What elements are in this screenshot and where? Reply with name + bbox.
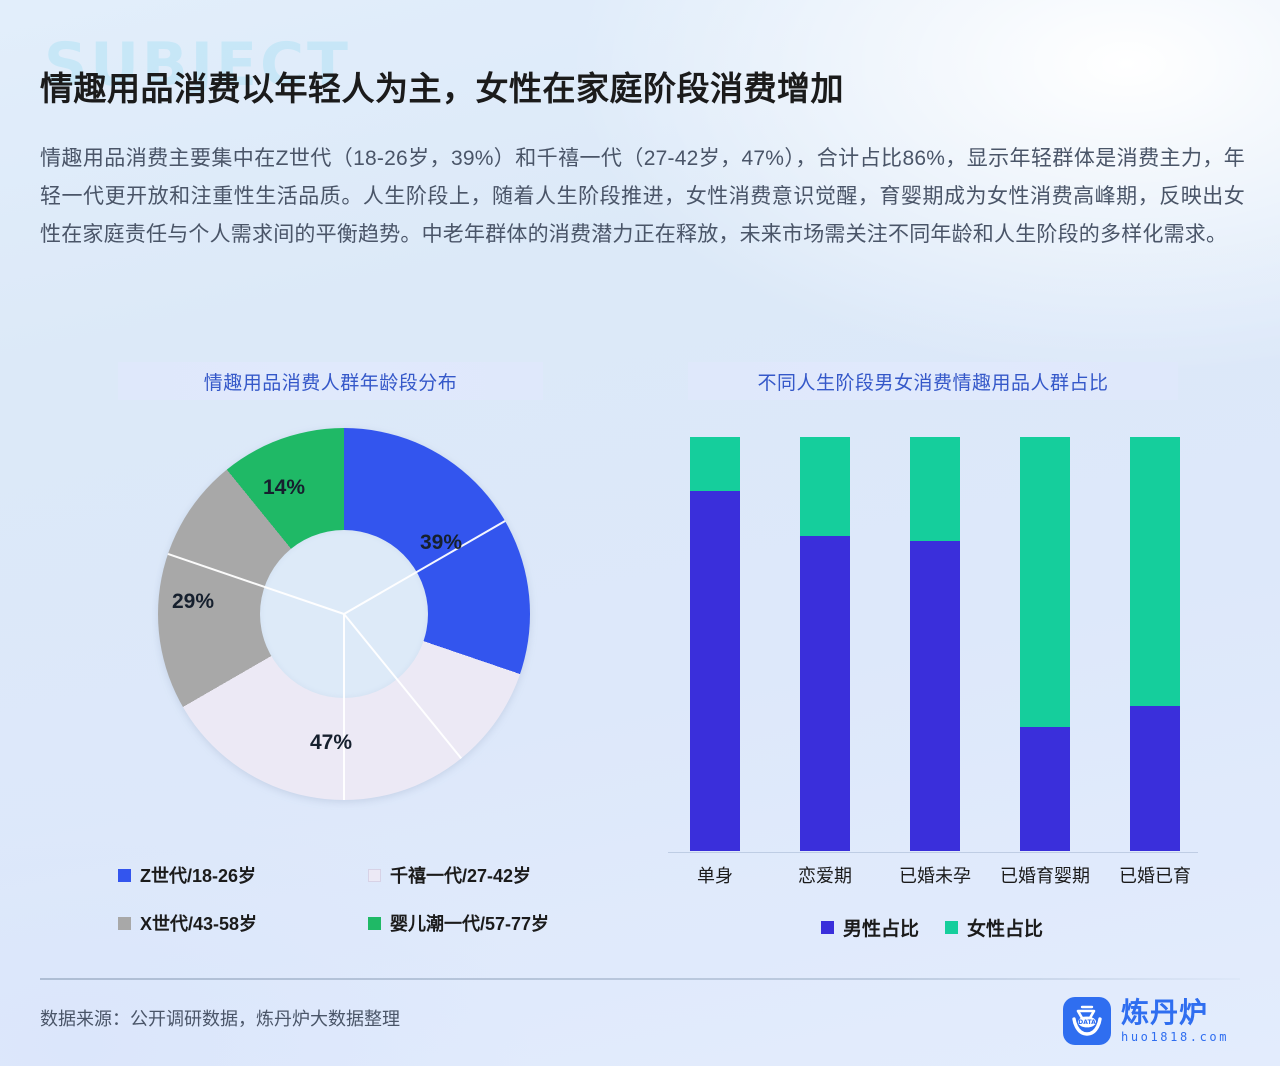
legend-swatch-icon bbox=[118, 916, 131, 930]
subject-watermark: SUBJECT bbox=[44, 30, 351, 100]
donut-value-label: 39% bbox=[420, 531, 463, 554]
donut-legend-label: X世代/43-58岁 bbox=[140, 914, 258, 934]
logo-website-url: huo1818.com bbox=[1121, 1029, 1230, 1044]
bar-segment-female bbox=[910, 437, 960, 541]
donut-value-label: 47% bbox=[310, 731, 353, 754]
bar-segment-female bbox=[800, 437, 850, 537]
bar-x-axis-label: 恋爱期 bbox=[798, 866, 852, 886]
data-source-text: 数据来源：公开调研数据，炼丹炉大数据整理 bbox=[40, 1009, 400, 1029]
bar-x-axis-label: 单身 bbox=[697, 866, 733, 886]
donut-slice-separator bbox=[343, 614, 345, 800]
right-chart-title: 不同人生阶段男女消费情趣用品人群占比 bbox=[688, 362, 1178, 400]
bar-column[interactable] bbox=[1130, 437, 1180, 851]
donut-legend-item[interactable]: X世代/43-58岁 bbox=[118, 910, 368, 936]
bar-chart-axis-line bbox=[668, 852, 1198, 853]
bar-legend-item[interactable]: 男性占比 bbox=[820, 914, 919, 941]
donut-legend: Z世代/18-26岁 千禧一代/27-42岁 X世代/43-58岁 婴儿潮一代/57-… bbox=[118, 862, 618, 936]
page-title: 情趣用品消费以年轻人为主，女性在家庭阶段消费增加 bbox=[40, 70, 844, 107]
bar-x-axis-label: 已婚育婴期 bbox=[1000, 866, 1090, 886]
donut-value-label: 14% bbox=[263, 476, 306, 499]
svg-text:DATA: DATA bbox=[1078, 1019, 1096, 1026]
bar-column[interactable] bbox=[690, 437, 740, 851]
bar-segment-male bbox=[690, 490, 740, 851]
bar-segment-female bbox=[690, 437, 740, 491]
bar-legend-label: 女性占比 bbox=[967, 919, 1044, 940]
legend-swatch-icon bbox=[368, 868, 381, 882]
donut-legend-label: Z世代/18-26岁 bbox=[140, 866, 257, 886]
legend-swatch-icon bbox=[368, 916, 381, 930]
summary-paragraph: 情趣用品消费主要集中在Z世代（18-26岁，39%）和千禧一代（27-42岁，4… bbox=[40, 147, 1245, 246]
logo-text-block: 炼丹炉 huo1818.com bbox=[1121, 997, 1230, 1044]
donut-value-label: 29% bbox=[172, 590, 215, 613]
bar-legend-label: 男性占比 bbox=[842, 919, 919, 940]
bar-segment-male bbox=[1130, 706, 1180, 851]
life-stage-bar-chart bbox=[672, 437, 1192, 851]
age-distribution-donut-chart: 39% 47% 29% 14% bbox=[158, 428, 530, 800]
bar-segment-male bbox=[1020, 726, 1070, 851]
donut-legend-label: 婴儿潮一代/57-77岁 bbox=[390, 914, 550, 934]
bar-segment-female bbox=[1130, 437, 1180, 707]
legend-swatch-icon bbox=[945, 921, 958, 934]
bar-segment-male bbox=[910, 540, 960, 851]
legend-swatch-icon bbox=[118, 868, 131, 882]
bar-column[interactable] bbox=[1020, 437, 1070, 851]
brand-logo: DATA 炼丹炉 huo1818.com bbox=[1063, 997, 1229, 1045]
bar-chart-legend: 男性占比 女性占比 bbox=[672, 914, 1192, 941]
logo-brand-name: 炼丹炉 bbox=[1121, 997, 1209, 1029]
bar-segment-female bbox=[1020, 437, 1070, 727]
bar-x-axis-label: 已婚已育 bbox=[1119, 866, 1191, 886]
furnace-data-icon: DATA bbox=[1063, 997, 1111, 1045]
bar-x-axis-label: 已婚未孕 bbox=[899, 866, 971, 886]
bar-column[interactable] bbox=[800, 437, 850, 851]
bar-column[interactable] bbox=[910, 437, 960, 851]
donut-legend-item[interactable]: 婴儿潮一代/57-77岁 bbox=[368, 910, 618, 936]
donut-legend-item[interactable]: 千禧一代/27-42岁 bbox=[368, 862, 618, 888]
bar-segment-male bbox=[800, 536, 850, 851]
donut-legend-label: 千禧一代/27-42岁 bbox=[390, 866, 532, 886]
legend-swatch-icon bbox=[820, 921, 834, 934]
left-chart-title: 情趣用品消费人群年龄段分布 bbox=[118, 362, 543, 400]
donut-legend-item[interactable]: Z世代/18-26岁 bbox=[118, 862, 368, 888]
bar-legend-item[interactable]: 女性占比 bbox=[945, 914, 1043, 941]
footer-divider bbox=[40, 978, 1240, 980]
